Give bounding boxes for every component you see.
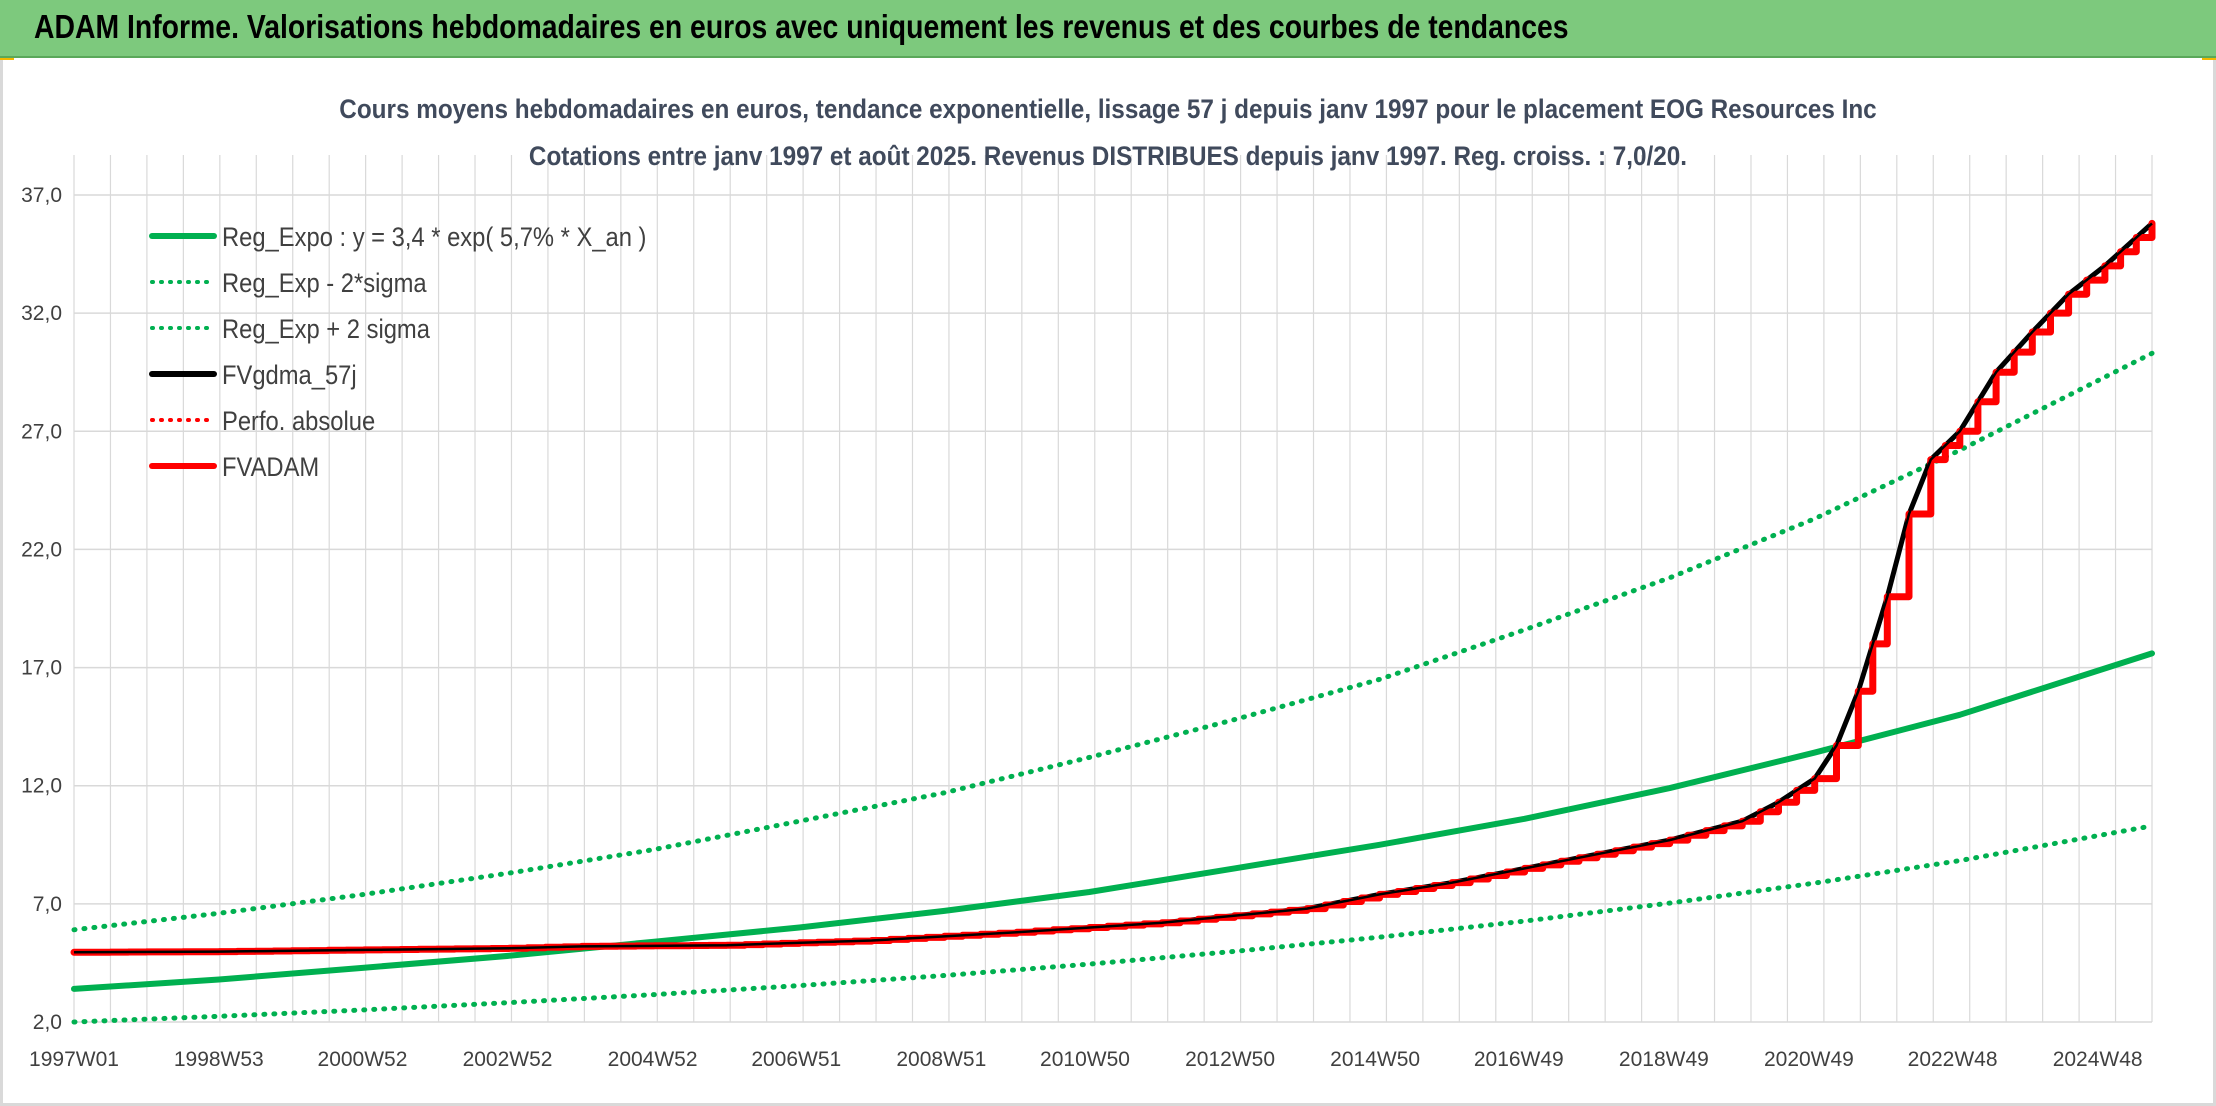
legend-label: FVADAM	[222, 453, 319, 483]
y-tick-label: 7,0	[33, 893, 62, 916]
legend-label: Reg_Exp + 2 sigma	[222, 315, 431, 345]
x-tick-label: 2002W52	[463, 1048, 553, 1071]
x-tick-label: 1997W01	[29, 1048, 119, 1071]
y-tick-label: 32,0	[21, 302, 62, 325]
x-tick-label: 2014W50	[1330, 1048, 1420, 1071]
report-title: ADAM Informe. Valorisations hebdomadaire…	[34, 8, 1569, 45]
report-header: ADAM Informe. Valorisations hebdomadaire…	[0, 0, 2216, 58]
x-tick-label: 2024W48	[2053, 1048, 2143, 1071]
x-axis-ticks: 1997W01 1998W53 2000W52 2002W52 2004W52 2006W…	[29, 1048, 2143, 1071]
legend-label: FVgdma_57j	[222, 361, 357, 391]
x-tick-label: 2016W49	[1474, 1048, 1564, 1071]
x-tick-label: 2010W50	[1040, 1048, 1130, 1071]
y-tick-label: 22,0	[21, 538, 62, 561]
y-tick-label: 12,0	[21, 775, 62, 798]
y-tick-label: 27,0	[21, 420, 62, 443]
x-tick-label: 2020W49	[1764, 1048, 1854, 1071]
chart-title-line-1: Cours moyens hebdomadaires en euros, ten…	[339, 95, 1876, 124]
y-axis-ticks: 2,0 7,0 12,0 17,0 22,0 27,0 32,0 37,0	[21, 184, 62, 1034]
x-tick-label: 2006W51	[751, 1048, 841, 1071]
x-tick-label: 2004W52	[608, 1048, 698, 1071]
y-tick-label: 17,0	[21, 657, 62, 680]
chart-frame	[0, 60, 2216, 1106]
series-reg-expo	[71, 650, 2155, 992]
x-tick-label: 2018W49	[1619, 1048, 1709, 1071]
y-tick-label: 2,0	[33, 1011, 62, 1034]
series-reg-minus-2sigma	[71, 823, 2155, 1025]
legend-label: Reg_Exp - 2*sigma	[222, 269, 427, 299]
chart-title-line-2: Cotations entre janv 1997 et août 2025. …	[529, 142, 1687, 171]
legend-label: Perfo. absolue	[222, 407, 375, 437]
series-fvgdma-57j-overlay	[73, 222, 2153, 954]
series-layer	[70, 219, 2156, 1025]
series-reg-plus-2sigma	[71, 350, 2155, 933]
x-tick-label: 2012W50	[1185, 1048, 1275, 1071]
x-tick-label: 2008W51	[896, 1048, 986, 1071]
legend: Reg_Expo : y = 3,4 * exp( 5,7% * X_an ) R…	[149, 223, 646, 483]
legend-label: Reg_Expo : y = 3,4 * exp( 5,7% * X_an )	[222, 223, 646, 253]
x-tick-label: 1998W53	[174, 1048, 264, 1071]
x-tick-label: 2000W52	[318, 1048, 408, 1071]
x-tick-label: 2022W48	[1908, 1048, 1998, 1071]
y-tick-label: 37,0	[21, 184, 62, 207]
